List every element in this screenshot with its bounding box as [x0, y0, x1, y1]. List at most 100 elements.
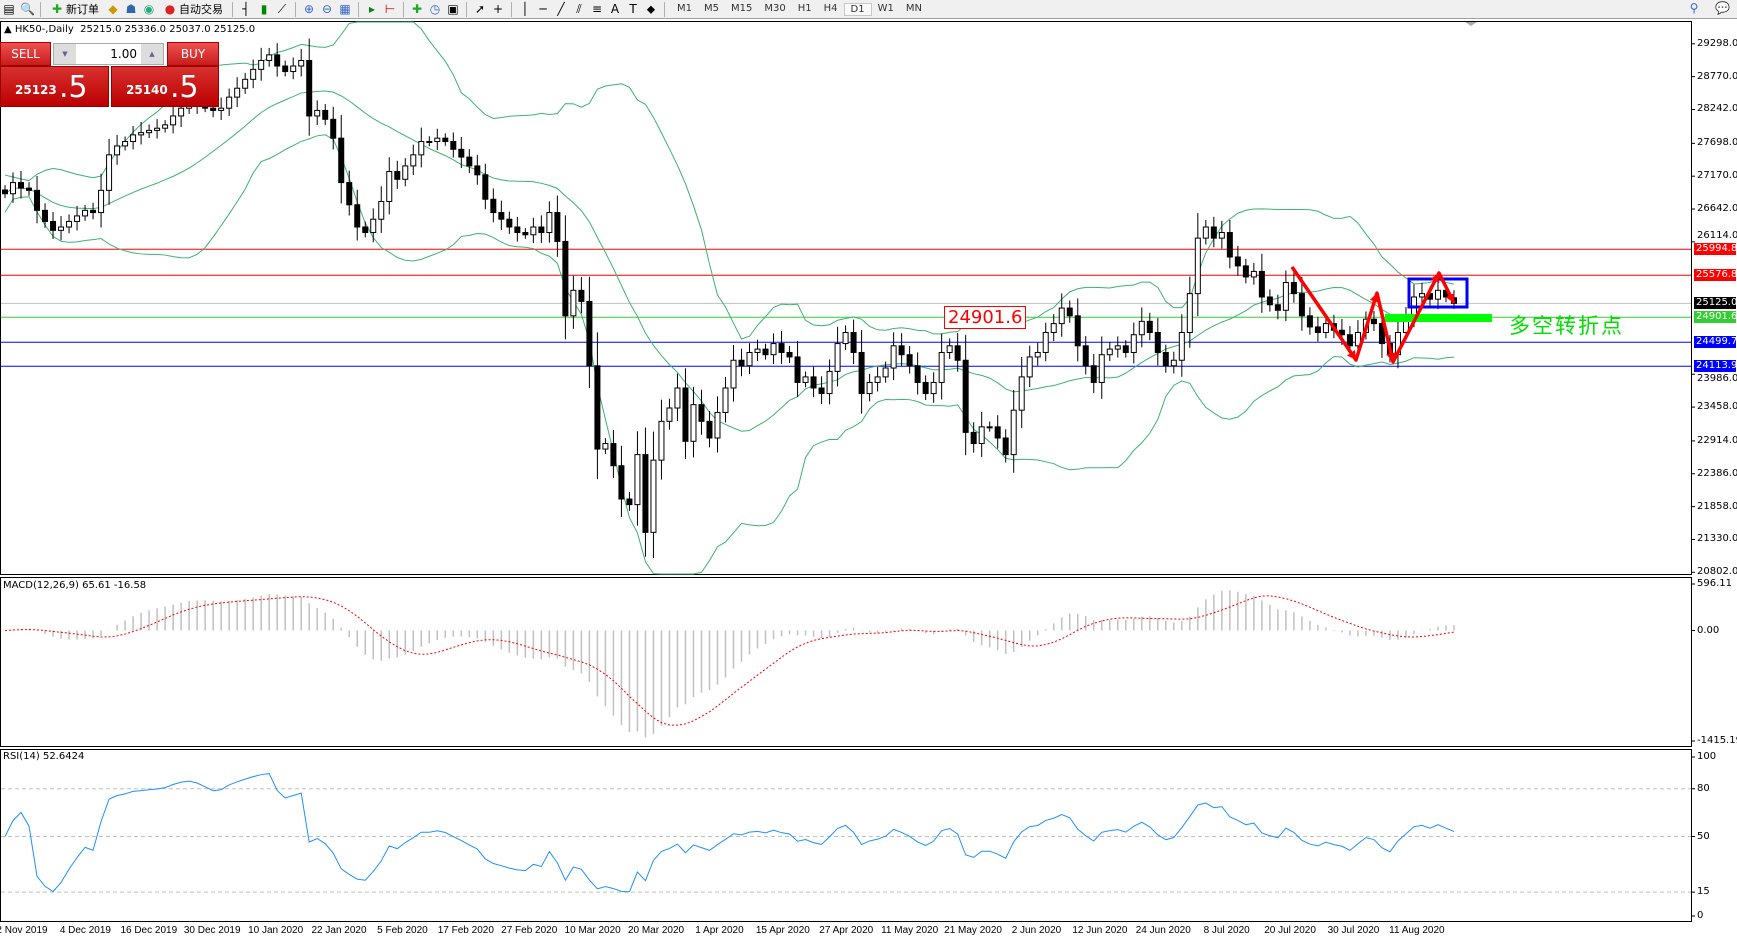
- turning-point-text[interactable]: 多空转折点: [1509, 314, 1624, 338]
- chart-icon[interactable]: ▤: [3, 2, 15, 16]
- buy-price-pips: .5: [170, 70, 199, 105]
- bull-candle: [114, 145, 121, 156]
- zoom-in-icon[interactable]: ⊕: [303, 2, 315, 16]
- bear-candle: [490, 198, 497, 214]
- fibo-icon[interactable]: ≡: [591, 2, 603, 16]
- bear-candle: [1258, 270, 1265, 298]
- vline-icon[interactable]: │: [521, 2, 529, 16]
- bear-candle: [1122, 345, 1129, 353]
- increase-icon[interactable]: ▲: [141, 44, 163, 64]
- bull-candle: [74, 215, 81, 222]
- candle-icon[interactable]: ▮: [260, 2, 268, 16]
- timeframe-mn[interactable]: MN: [905, 2, 922, 14]
- bull-candle: [874, 376, 881, 383]
- decrease-icon[interactable]: ▼: [54, 44, 76, 64]
- chat-icon[interactable]: 💬: [1715, 1, 1730, 15]
- sell-price-box[interactable]: 25123.5: [0, 66, 109, 107]
- bull-candle: [978, 426, 985, 445]
- price-annotation-label[interactable]: 24901.6: [944, 306, 1027, 329]
- bear-candle: [1162, 351, 1169, 367]
- timeframe-w1[interactable]: W1: [877, 2, 894, 14]
- search-icon[interactable]: ⚲: [1689, 1, 1699, 15]
- arrowhead-icon: [1369, 293, 1379, 303]
- bear-candle: [610, 443, 617, 467]
- bear-candle: [906, 354, 913, 367]
- date-tick-label: 22 Jan 2020: [311, 925, 367, 936]
- zoom-out-icon[interactable]: ⊖: [321, 2, 333, 16]
- bull-candle: [730, 359, 737, 389]
- macd-signal-line: [4, 595, 1455, 726]
- timeframe-h1[interactable]: H1: [797, 2, 812, 14]
- gold-icon[interactable]: ◆: [108, 2, 118, 16]
- zoom-icon[interactable]: 🔍: [20, 2, 35, 16]
- bear-candle: [1314, 326, 1321, 333]
- channel-icon[interactable]: ⫽: [576, 2, 582, 16]
- sell-button[interactable]: SELL: [0, 42, 51, 66]
- history-icon[interactable]: ☗: [125, 2, 137, 16]
- bear-candle: [850, 331, 857, 353]
- date-tick-label: 20 Mar 2020: [627, 925, 685, 936]
- buy-price-box[interactable]: 25140.5: [111, 66, 219, 107]
- hline-icon[interactable]: ─: [539, 2, 547, 16]
- bar-chart-icon[interactable]: ┤: [242, 2, 250, 16]
- shapes-icon[interactable]: ⬥: [646, 2, 656, 16]
- new-order-button[interactable]: ✚ 新订单: [47, 1, 102, 18]
- trendline-icon[interactable]: ╱: [557, 2, 565, 16]
- bear-candle: [618, 465, 625, 500]
- rsi-panel-frame: [0, 749, 1692, 922]
- clock-icon[interactable]: ◷: [429, 2, 441, 16]
- bull-candle: [658, 420, 665, 461]
- scroll-icon[interactable]: ▸: [368, 2, 376, 16]
- price-tick-label: 23986.0: [1697, 373, 1737, 385]
- bull-candle: [986, 426, 993, 429]
- date-tick-label: 10 Jan 2020: [248, 925, 304, 936]
- bull-candle: [674, 387, 681, 409]
- tile-icon[interactable]: ▦: [339, 2, 351, 16]
- template-icon[interactable]: ▣: [447, 2, 459, 16]
- date-tick-label: 30 Jul 2020: [1327, 925, 1380, 936]
- volume-stepper[interactable]: ▼ 1.00 ▲: [53, 43, 164, 65]
- timeframe-h4[interactable]: H4: [823, 2, 838, 14]
- level-price-label: 25994.8: [1694, 243, 1737, 256]
- timeframe-m30[interactable]: M30: [764, 2, 786, 14]
- bear-candle: [394, 171, 401, 180]
- bull-candle: [1114, 345, 1121, 350]
- bull-candle: [946, 345, 953, 353]
- bear-candle: [50, 220, 57, 231]
- line-chart-icon[interactable]: ⟋: [277, 2, 287, 16]
- new-order-icon: ✚: [51, 2, 63, 16]
- auto-trading-button[interactable]: ● 自动交易: [160, 1, 226, 18]
- timeframe-m1[interactable]: M1: [677, 2, 692, 14]
- timeframe-m15[interactable]: M15: [731, 2, 753, 14]
- bear-candle: [1154, 331, 1161, 353]
- auto-trading-label: 自动交易: [179, 3, 223, 16]
- volume-input[interactable]: 1.00: [110, 47, 137, 61]
- bull-candle: [826, 370, 833, 395]
- bull-candle: [402, 165, 409, 180]
- indicator-icon[interactable]: ✚: [411, 2, 423, 16]
- bull-candle: [58, 226, 65, 231]
- bull-candle: [1010, 409, 1017, 456]
- shift-icon[interactable]: ⊢: [384, 2, 396, 16]
- separator: [358, 1, 359, 17]
- bear-candle: [962, 359, 969, 433]
- buy-button[interactable]: BUY: [167, 42, 219, 66]
- bull-candle: [298, 59, 305, 67]
- bear-candle: [306, 59, 313, 117]
- timeframe-d1[interactable]: D1: [843, 2, 872, 16]
- text-icon[interactable]: A: [610, 2, 620, 16]
- timeframe-m5[interactable]: M5: [704, 2, 719, 14]
- label-icon[interactable]: T: [629, 2, 637, 16]
- bull-candle: [890, 345, 897, 369]
- bull-candle: [386, 171, 393, 202]
- signal-icon[interactable]: ◉: [143, 2, 155, 16]
- bull-candle: [1026, 356, 1033, 378]
- bollinger-lower-band: [4, 134, 1455, 575]
- bull-candle: [1170, 359, 1177, 367]
- bull-candle: [834, 343, 841, 372]
- crosshair-icon[interactable]: +: [492, 2, 504, 16]
- cursor-icon[interactable]: ➚: [474, 2, 486, 16]
- bull-candle: [770, 343, 777, 356]
- price-tick-label: 26114.0: [1697, 230, 1737, 242]
